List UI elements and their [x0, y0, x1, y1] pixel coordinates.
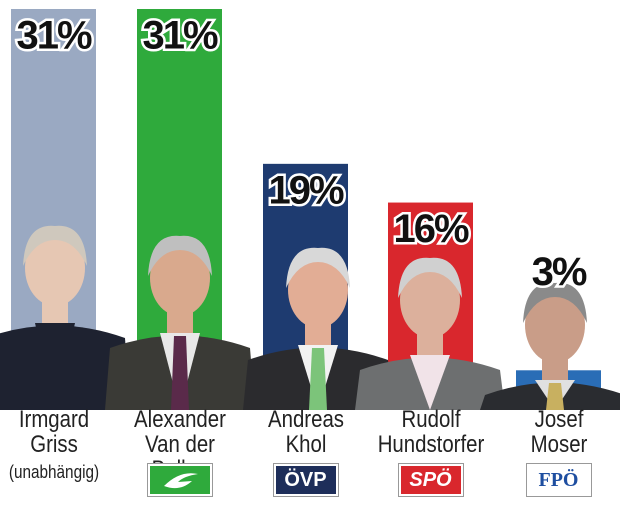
candidate-name: Josef Moser [530, 406, 587, 458]
person-head [25, 230, 85, 306]
logo-mark [163, 473, 198, 489]
value-label: 31% [16, 14, 91, 58]
value-label: 3% [532, 250, 587, 294]
party-logo [147, 464, 212, 496]
person-hair [286, 247, 350, 288]
candidate-name: Rudolf Hundstorfer [377, 406, 484, 458]
person-head [150, 240, 210, 316]
party-logo: FPÖ [526, 464, 591, 496]
candidate-name: Irmgard Griss [18, 406, 89, 458]
person-hair [23, 225, 87, 266]
candidate-name: Andreas Khol [267, 406, 344, 458]
person-hair [398, 257, 462, 298]
person-shirt [410, 355, 450, 410]
person-head [400, 262, 460, 338]
person-hair [523, 282, 587, 323]
person-tie [171, 336, 189, 410]
person-shirt [35, 323, 75, 410]
person-head [288, 252, 348, 328]
value-label: 16% [393, 207, 468, 251]
person-body [0, 325, 130, 410]
person-tie [546, 383, 564, 410]
person-head [525, 287, 585, 363]
party-logo: SPÖ [398, 464, 463, 496]
person-tie [309, 348, 327, 410]
person-hair [148, 235, 212, 276]
value-label: 19% [268, 168, 343, 212]
party-logo: ÖVP [273, 464, 338, 496]
party-label: (unabhängig) [8, 462, 99, 482]
value-label: 31% [142, 14, 217, 58]
